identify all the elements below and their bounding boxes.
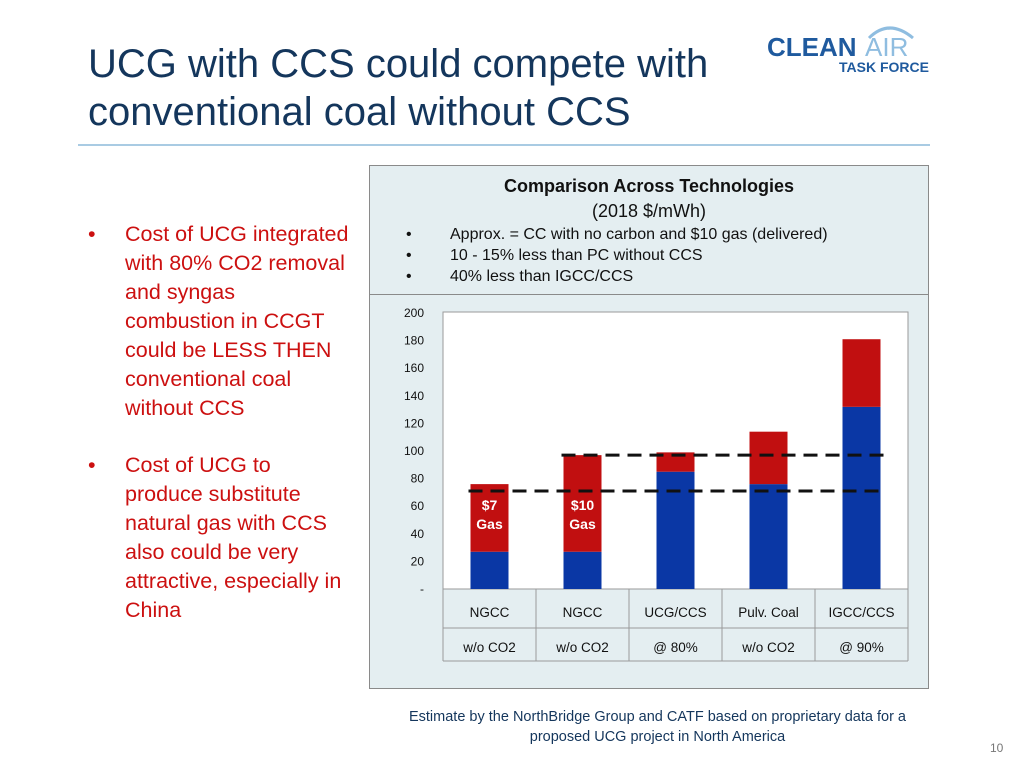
bar-data-label: Gas <box>569 516 596 532</box>
bar-segment <box>656 471 695 589</box>
bar-data-label: Gas <box>476 516 503 532</box>
bar-data-label: $7 <box>482 497 498 513</box>
bullet-text: Cost of UCG to produce substitute natura… <box>125 453 342 622</box>
x-category-label: UCG/CCS <box>644 605 706 620</box>
logo-clean-text: CLEAN <box>767 32 857 62</box>
x-category-sublabel: @ 80% <box>653 640 697 655</box>
y-tick-label: 140 <box>404 389 424 403</box>
y-tick-label: 60 <box>411 499 425 513</box>
page-number: 10 <box>990 741 1004 755</box>
x-category-sublabel: w/o CO2 <box>555 640 609 655</box>
note-marker: • <box>406 226 412 243</box>
y-tick-label: 20 <box>411 554 425 568</box>
y-tick-label: - <box>420 582 424 596</box>
x-category-sublabel: w/o CO2 <box>741 640 795 655</box>
logo-task-force-text: TASK FORCE <box>839 59 929 75</box>
note-text: Approx. = CC with no carbon and $10 gas … <box>450 226 828 243</box>
y-tick-label: 180 <box>404 334 424 348</box>
bar-segment <box>470 484 509 552</box>
note-text: 40% less than IGCC/CCS <box>450 268 634 285</box>
bar-segment <box>563 455 602 552</box>
bar-segment <box>842 339 881 407</box>
x-category-sublabel: w/o CO2 <box>462 640 516 655</box>
bullet-text: Cost of UCG integrated with 80% CO2 remo… <box>125 222 349 420</box>
x-category-label: NGCC <box>563 605 603 620</box>
bar-segment <box>842 406 881 589</box>
y-tick-label: 120 <box>404 416 424 430</box>
y-tick-label: 200 <box>404 306 424 320</box>
chart-panel: Comparison Across Technologies (2018 $/m… <box>369 165 929 689</box>
bullet-item: • Cost of UCG integrated with 80% CO2 re… <box>88 220 350 423</box>
y-tick-label: 160 <box>404 361 424 375</box>
x-category-label: IGCC/CCS <box>828 605 894 620</box>
chart-note: • 40% less than IGCC/CCS <box>406 266 828 287</box>
bar-segment <box>470 551 509 589</box>
bullet-item: • Cost of UCG to produce substitute natu… <box>88 451 350 625</box>
x-category-label: Pulv. Coal <box>738 605 799 620</box>
chart-subtitle: (2018 $/mWh) <box>591 201 707 221</box>
chart-title: Comparison Across Technologies <box>503 176 795 196</box>
x-category-sublabel: @ 90% <box>839 640 883 655</box>
chart-note: • 10 - 15% less than PC without CCS <box>406 245 828 266</box>
bullet-marker: • <box>88 222 96 246</box>
note-marker: • <box>406 247 412 264</box>
bar-data-label: $10 <box>571 497 595 513</box>
bar-segment <box>563 551 602 589</box>
logo-arc <box>867 26 914 40</box>
x-category-label: NGCC <box>470 605 510 620</box>
slide-title: UCG with CCS could compete with conventi… <box>88 42 709 134</box>
chart-header-divider <box>370 294 928 295</box>
y-tick-label: 40 <box>411 527 425 541</box>
logo-graphic: CLEAN AIR TASK FORCE <box>767 26 929 75</box>
chart-header: Comparison Across Technologies (2018 $/m… <box>370 166 928 294</box>
note-text: 10 - 15% less than PC without CCS <box>450 247 703 264</box>
y-tick-label: 80 <box>411 472 425 486</box>
title-divider <box>78 144 930 146</box>
logo-air-text: AIR <box>865 32 908 62</box>
note-marker: • <box>406 268 412 285</box>
bar-segment <box>749 431 788 485</box>
bullet-marker: • <box>88 453 96 477</box>
chart-note: • Approx. = CC with no carbon and $10 gas… <box>406 224 828 245</box>
chart-notes: • Approx. = CC with no carbon and $10 gas… <box>406 224 828 287</box>
bar-segment <box>656 452 695 472</box>
bullet-list: • Cost of UCG integrated with 80% CO2 re… <box>88 220 350 653</box>
clean-air-task-force-logo: CLEAN AIR TASK FORCE <box>767 20 937 80</box>
bar-chart: - 20 40 60 80 100 120 140 160 180 200 $7 Gas $10 Gas NG… <box>404 306 909 662</box>
y-tick-label: 100 <box>404 444 424 458</box>
bar-segment <box>749 484 788 589</box>
chart-caption: Estimate by the NorthBridge Group and CA… <box>408 709 906 745</box>
